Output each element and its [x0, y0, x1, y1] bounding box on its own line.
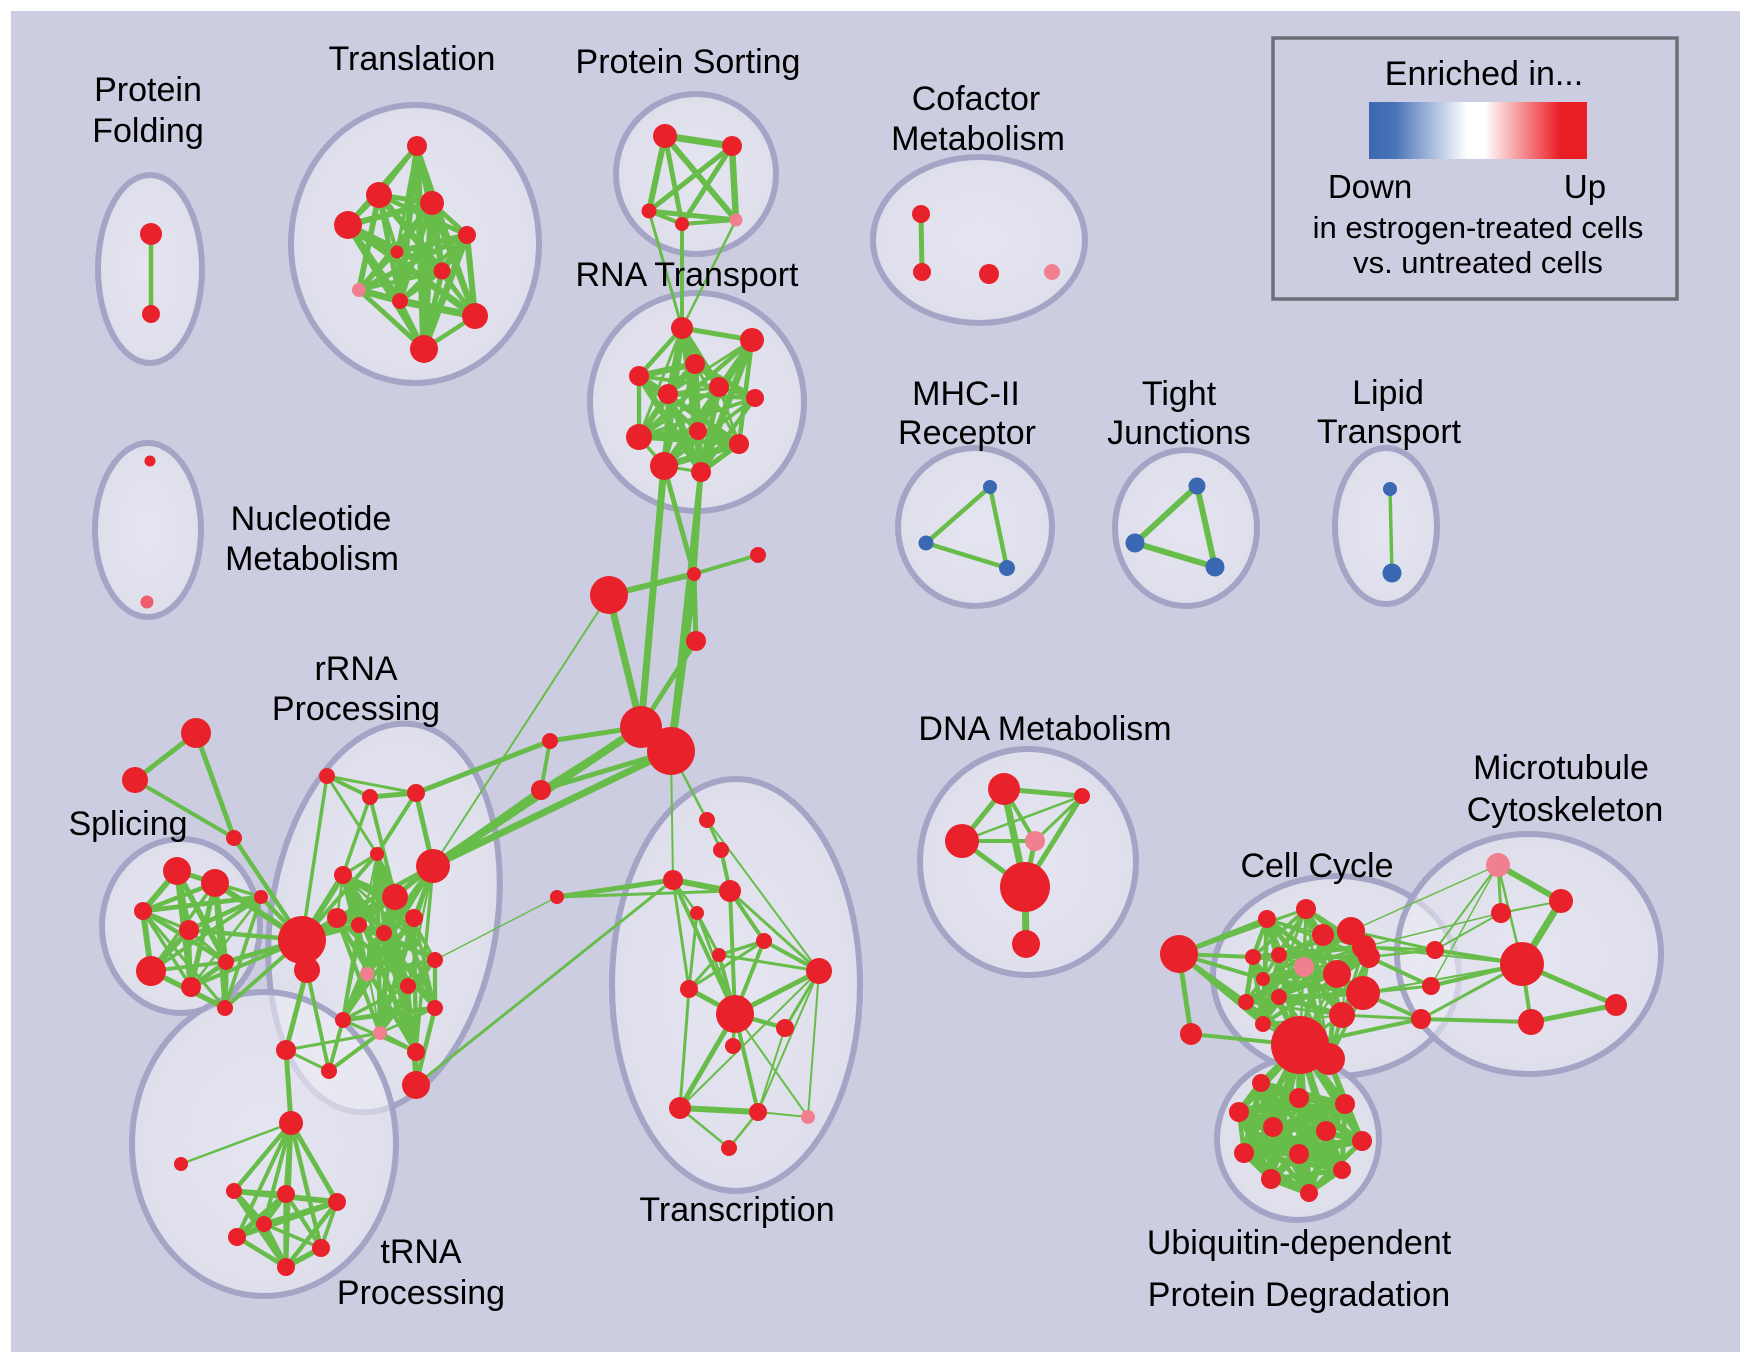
svg-text:Processing: Processing	[337, 1274, 505, 1312]
svg-text:Protein Sorting: Protein Sorting	[576, 43, 801, 81]
svg-text:vs. untreated cells: vs. untreated cells	[1353, 245, 1603, 280]
svg-text:Metabolism: Metabolism	[891, 120, 1065, 158]
svg-text:Splicing: Splicing	[68, 805, 187, 843]
svg-text:Nucleotide: Nucleotide	[231, 500, 392, 538]
svg-text:Ubiquitin-dependent: Ubiquitin-dependent	[1147, 1224, 1452, 1262]
svg-text:Receptor: Receptor	[898, 414, 1036, 452]
svg-text:Transcription: Transcription	[639, 1191, 834, 1229]
svg-text:Protein: Protein	[94, 71, 202, 109]
svg-text:Processing: Processing	[272, 690, 440, 728]
svg-text:Metabolism: Metabolism	[225, 540, 399, 578]
svg-text:Cell Cycle: Cell Cycle	[1240, 847, 1393, 885]
svg-text:Tight: Tight	[1142, 375, 1217, 413]
svg-text:rRNA: rRNA	[314, 650, 397, 688]
svg-text:Up: Up	[1564, 168, 1606, 205]
svg-text:in estrogen-treated cells: in estrogen-treated cells	[1313, 210, 1644, 245]
svg-text:Down: Down	[1328, 168, 1412, 205]
svg-text:DNA Metabolism: DNA Metabolism	[918, 710, 1171, 748]
svg-text:Junctions: Junctions	[1107, 414, 1251, 452]
svg-text:tRNA: tRNA	[380, 1233, 462, 1271]
svg-text:Enriched in...: Enriched in...	[1385, 55, 1583, 93]
svg-text:Cytoskeleton: Cytoskeleton	[1467, 791, 1664, 829]
svg-text:Translation: Translation	[329, 40, 496, 78]
svg-text:Protein Degradation: Protein Degradation	[1148, 1276, 1450, 1314]
svg-text:RNA Transport: RNA Transport	[576, 256, 800, 294]
svg-text:MHC-II: MHC-II	[912, 375, 1020, 413]
svg-text:Microtubule: Microtubule	[1473, 749, 1649, 787]
svg-text:Lipid: Lipid	[1352, 374, 1424, 412]
svg-text:Transport: Transport	[1317, 413, 1462, 451]
svg-text:Cofactor: Cofactor	[912, 80, 1041, 118]
svg-text:Folding: Folding	[92, 112, 204, 150]
